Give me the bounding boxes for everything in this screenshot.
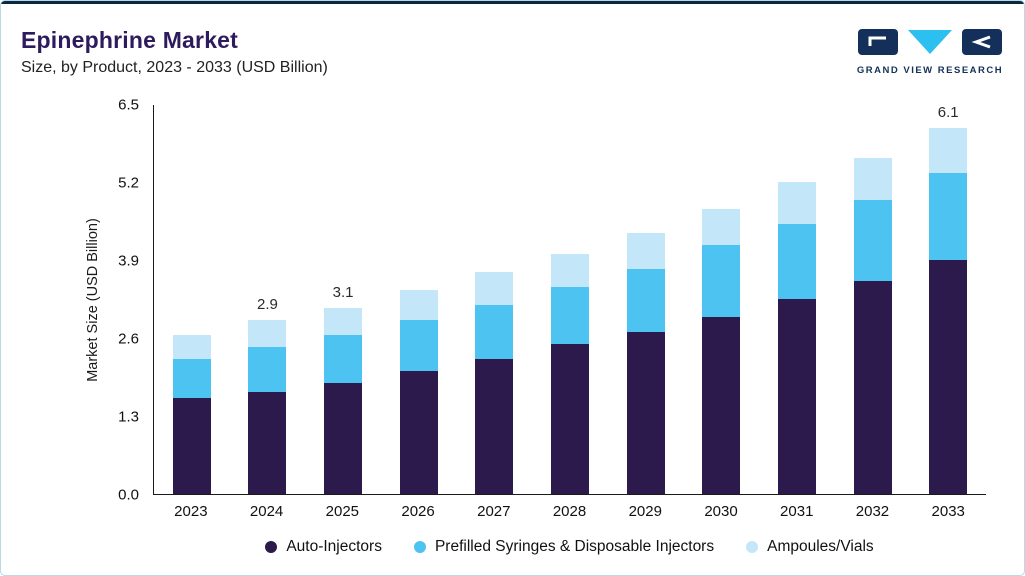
y-axis: 0.0 1.3 2.6 3.9 5.2 6.5 [101, 97, 147, 504]
bar-stack [475, 272, 514, 494]
x-tick-label: 2026 [401, 503, 435, 520]
x-tick-label: 2028 [552, 503, 587, 520]
bar-segment-ampoules-vials [248, 320, 287, 347]
bar-segment-prefilled-syringes-disposable-injectors [551, 287, 590, 344]
legend: Auto-Injectors Prefilled Syringes & Dispo… [153, 538, 986, 556]
x-tick-label: 2024 [249, 503, 284, 520]
bar-stack [324, 308, 363, 494]
bar-column [532, 105, 608, 494]
bar-segment-ampoules-vials [777, 182, 816, 224]
x-tick-label: 2027 [477, 503, 511, 520]
bar-stack [929, 128, 968, 494]
bar-column [683, 105, 759, 494]
y-tick-label: 3.9 [118, 252, 139, 270]
bar-column: 2.9 [230, 105, 306, 494]
legend-label: Ampoules/Vials [767, 538, 874, 555]
bar-segment-ampoules-vials [853, 158, 892, 200]
page-title: Epinephrine Market [21, 27, 239, 53]
company-logo: GRAND VIEW RESEARCH [854, 27, 1006, 76]
bar-segment-auto-injectors [702, 317, 741, 494]
bar-segment-prefilled-syringes-disposable-injectors [172, 359, 211, 398]
bar-column: 3.1 [305, 105, 381, 494]
bar-segment-prefilled-syringes-disposable-injectors [324, 335, 363, 383]
page-subtitle: Size, by Product, 2023 - 2033 (USD Billi… [21, 59, 328, 76]
bar-segment-prefilled-syringes-disposable-injectors [248, 347, 287, 392]
logo-text: GRAND VIEW RESEARCH [856, 65, 1004, 76]
x-tick-label: 2025 [325, 503, 360, 520]
y-axis-title: Market Size (USD Billion) [85, 218, 101, 382]
bar-segment-auto-injectors [248, 392, 287, 494]
bar-segment-prefilled-syringes-disposable-injectors [399, 320, 438, 371]
bar-stack [172, 335, 211, 494]
bar-column [759, 105, 835, 494]
bar-segment-auto-injectors [777, 299, 816, 494]
plot-area: 2.9 3.1 6.1 [153, 104, 986, 495]
legend-item: Auto-Injectors [265, 538, 382, 556]
bar-segment-prefilled-syringes-disposable-injectors [929, 173, 968, 260]
x-tick-label: 2033 [931, 503, 965, 520]
bar-segment-ampoules-vials [929, 128, 968, 173]
bar-segment-ampoules-vials [475, 272, 514, 305]
bar-value-label: 3.1 [332, 284, 354, 301]
bar-stack [626, 233, 665, 494]
top-accent-stripe [1, 1, 1024, 4]
bar-segment-auto-injectors [929, 260, 968, 494]
x-axis-labels: 2023 2024 2025 2026 2027 2028 2029 2030 2031 2032… [153, 503, 986, 520]
x-tick-label: 2029 [628, 503, 662, 520]
bar-segment-auto-injectors [172, 398, 211, 494]
bar-segment-prefilled-syringes-disposable-injectors [626, 269, 665, 332]
legend-bullet-icon [746, 541, 759, 553]
y-tick-label: 5.2 [118, 174, 139, 192]
bar-segment-auto-injectors [399, 371, 438, 494]
bar-segment-auto-injectors [551, 344, 590, 494]
bar-segment-auto-injectors [475, 359, 514, 494]
legend-label: Auto-Injectors [286, 538, 382, 555]
bar-column: 6.1 [910, 104, 986, 494]
y-tick-label: 2.6 [118, 330, 139, 348]
bar-stack [702, 209, 741, 494]
legend-item: Prefilled Syringes & Disposable Injector… [413, 538, 715, 556]
bar-stack [853, 158, 892, 494]
bar-column [835, 105, 911, 494]
bar-segment-prefilled-syringes-disposable-injectors [777, 224, 816, 299]
bar-segment-ampoules-vials [551, 254, 590, 287]
x-tick-label: 2031 [780, 503, 814, 520]
x-tick-label: 2023 [174, 503, 208, 520]
bar-segment-prefilled-syringes-disposable-injectors [853, 200, 892, 281]
bar-segment-ampoules-vials [702, 209, 741, 245]
bar-segment-auto-injectors [626, 332, 665, 494]
bar-column [457, 105, 533, 494]
bar-segment-prefilled-syringes-disposable-injectors [475, 305, 514, 359]
bar-segment-ampoules-vials [172, 335, 211, 359]
bar-segment-ampoules-vials [626, 233, 665, 269]
bar-column [608, 105, 684, 494]
bar-segment-auto-injectors [853, 281, 892, 494]
bar-value-label: 6.1 [937, 104, 959, 121]
legend-label: Prefilled Syringes & Disposable Injector… [434, 538, 715, 555]
bar-stack [248, 320, 287, 494]
logo-mark-icon [858, 29, 1002, 55]
y-tick-label: 6.5 [118, 96, 139, 114]
bar-segment-prefilled-syringes-disposable-injectors [702, 245, 741, 317]
legend-bullet-icon [413, 541, 426, 553]
x-tick-label: 2032 [855, 503, 890, 520]
y-tick-label: 0.0 [118, 486, 139, 504]
bar-column [381, 105, 457, 494]
bar-value-label: 2.9 [257, 296, 278, 313]
x-tick-label: 2030 [704, 503, 738, 520]
legend-item: Ampoules/Vials [746, 538, 874, 556]
bar-column [154, 105, 230, 494]
bar-segment-ampoules-vials [324, 308, 363, 335]
legend-bullet-icon [265, 541, 278, 553]
bar-segment-ampoules-vials [399, 290, 438, 320]
bar-stack [777, 182, 816, 494]
y-tick-label: 1.3 [118, 408, 139, 426]
bar-stack [551, 254, 590, 494]
bar-stack [399, 290, 438, 494]
bar-segment-auto-injectors [324, 383, 363, 494]
